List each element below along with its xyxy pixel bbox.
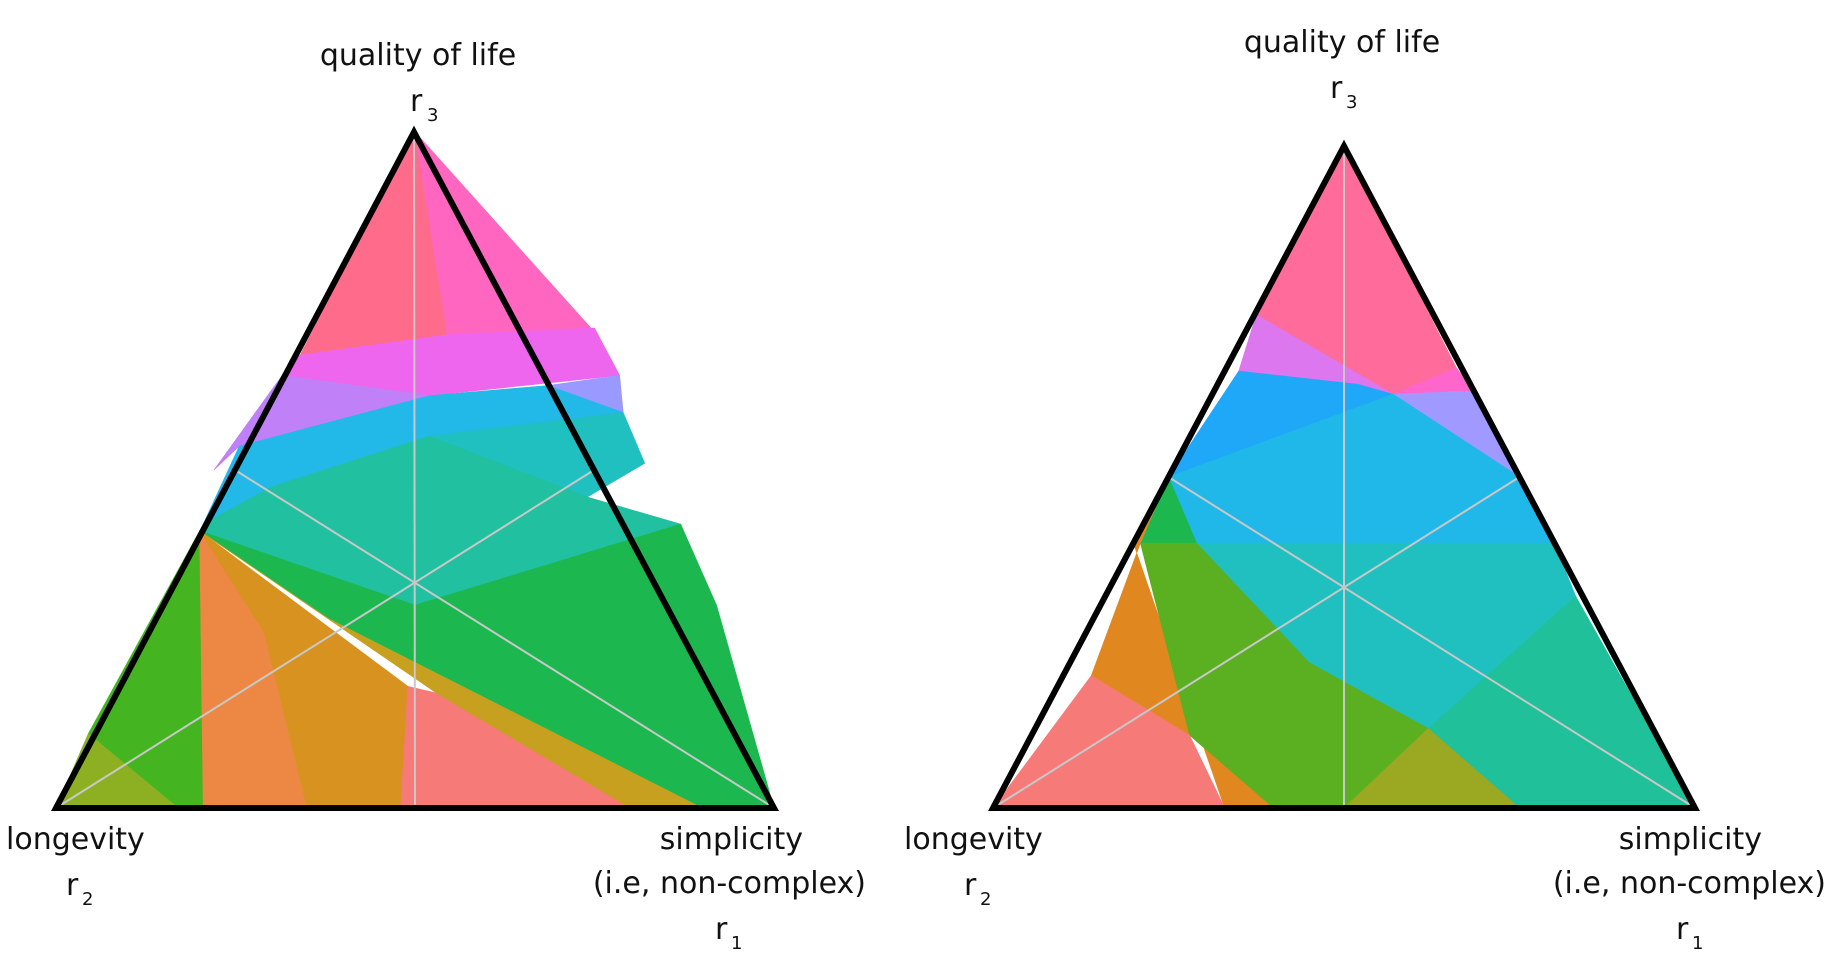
right-left-corner-sub: 2	[980, 889, 991, 910]
right-corner-label-line2: (i.e, non-complex)	[593, 866, 866, 901]
left-corner-label: longevity	[6, 822, 145, 857]
left-ternary-diagram: quality of life r 3 longevity r 2 simpli…	[6, 38, 866, 954]
right-top-sub: 3	[1346, 92, 1357, 113]
right-triangle-outline	[988, 139, 1700, 811]
median-from-left	[992, 476, 1521, 809]
median-from-right	[1167, 476, 1696, 809]
median-from-top	[413, 131, 416, 809]
median-from-right	[234, 469, 775, 809]
right-right-corner-var: r	[1676, 912, 1689, 947]
right-top-label: quality of life	[1244, 25, 1440, 60]
right-top-var: r	[1330, 71, 1343, 106]
left-regions	[55, 131, 775, 809]
left-guide-lines	[55, 131, 775, 809]
right-right-corner-label-line1: simplicity	[1619, 822, 1762, 857]
right-corner-label-line1: simplicity	[660, 822, 803, 857]
left-triangle-outline	[51, 125, 779, 811]
right-corner-sub: 1	[731, 933, 742, 954]
right-right-corner-label-line2: (i.e, non-complex)	[1553, 866, 1826, 901]
right-left-corner-var: r	[964, 868, 977, 903]
left-top-var: r	[410, 84, 423, 119]
left-corner-sub: 2	[82, 889, 93, 910]
right-left-corner-label: longevity	[904, 822, 1043, 857]
left-top-sub: 3	[427, 105, 438, 126]
median-from-left	[55, 469, 595, 809]
left-corner-var: r	[66, 868, 79, 903]
right-ternary-diagram: quality of life r 3 longevity r 2 simpli…	[904, 25, 1826, 954]
right-right-corner-sub: 1	[1692, 933, 1703, 954]
left-top-label: quality of life	[320, 38, 516, 73]
right-corner-var: r	[715, 912, 728, 947]
right-guide-lines	[992, 146, 1696, 809]
